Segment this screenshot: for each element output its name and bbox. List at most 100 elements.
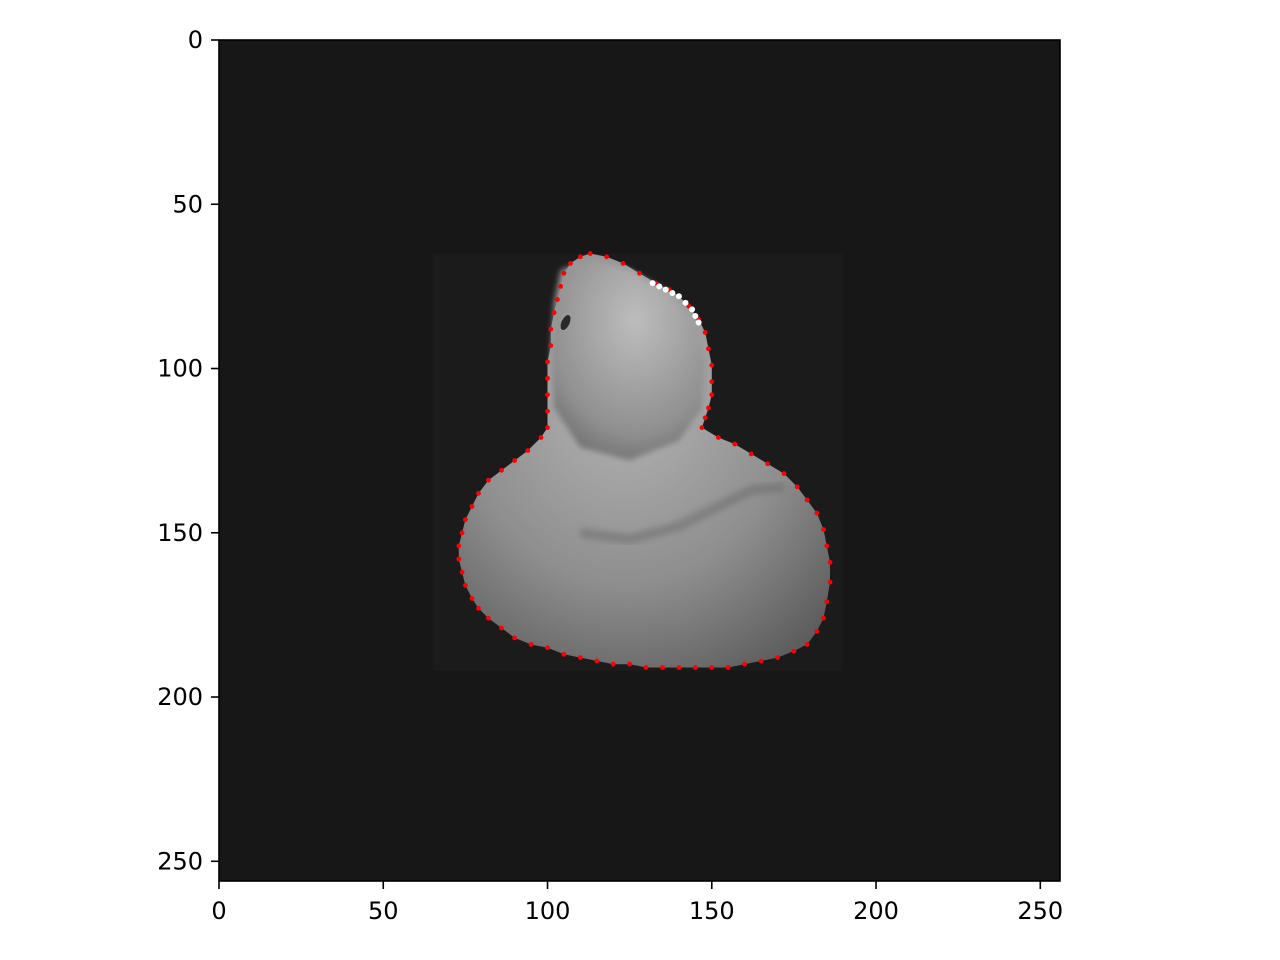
- contour-point: [545, 375, 550, 381]
- contour-point: [804, 642, 810, 647]
- contour-point: [821, 615, 826, 621]
- x-axis: 0 50 100 150 200 250: [211, 881, 1063, 925]
- contour-point: [545, 392, 550, 398]
- contour-point: [587, 251, 593, 256]
- y-tick-label: 250: [157, 847, 203, 875]
- contour-point: [551, 310, 557, 316]
- contour-point: [469, 504, 475, 509]
- contour-point: [512, 458, 518, 463]
- contour-point: [699, 425, 705, 431]
- y-tick-label: 0: [188, 26, 203, 54]
- contour-point: [548, 326, 554, 332]
- contour-point: [476, 605, 481, 611]
- x-tick-label: 250: [1017, 897, 1063, 925]
- contour-point: [706, 346, 711, 352]
- contour-point: [715, 435, 721, 440]
- contour-point: [594, 658, 600, 664]
- contour-point: [561, 651, 567, 657]
- contour-point: [709, 665, 715, 670]
- contour-point: [459, 569, 465, 575]
- contour-point: [545, 408, 550, 414]
- highlight-point: [656, 283, 663, 290]
- contour-point: [814, 628, 820, 634]
- contour-point: [643, 665, 649, 670]
- x-tick-label: 150: [689, 897, 735, 925]
- contour-point: [827, 579, 833, 585]
- contour-point: [485, 615, 491, 621]
- contour-point: [814, 510, 820, 516]
- x-tick-label: 100: [525, 897, 571, 925]
- contour-point: [709, 362, 715, 368]
- duck-eye: [560, 315, 571, 330]
- highlight-point: [692, 312, 699, 319]
- highlight-points: [649, 280, 702, 326]
- plot-frame: [218, 39, 1061, 882]
- contour-point: [545, 645, 550, 651]
- x-tick-label: 50: [368, 897, 399, 925]
- contour-point: [476, 490, 481, 496]
- contour-point: [459, 530, 465, 536]
- contour-point: [765, 461, 771, 467]
- contour-point: [610, 661, 616, 667]
- duck-head: [550, 260, 706, 461]
- contour-point: [827, 559, 833, 565]
- highlight-point: [649, 280, 656, 287]
- contour-point: [545, 359, 550, 365]
- y-tick-label: 100: [157, 355, 203, 383]
- contour-point: [791, 648, 797, 654]
- contour-point: [748, 451, 754, 457]
- contour-point: [456, 543, 462, 549]
- contour-point: [775, 655, 780, 661]
- highlight-point: [669, 289, 676, 296]
- x-tick-label: 200: [853, 897, 899, 925]
- contour-point: [558, 283, 564, 289]
- plot-area: [218, 39, 1061, 882]
- contour-point: [577, 254, 583, 260]
- contour-point: [676, 665, 682, 670]
- contour-point: [709, 379, 715, 385]
- contour-point: [709, 392, 715, 398]
- contour-point: [469, 596, 475, 601]
- contour-point: [528, 642, 534, 647]
- contour-point: [821, 527, 826, 532]
- highlight-point: [682, 299, 689, 306]
- contour-point: [577, 655, 583, 661]
- highlight-point: [695, 319, 702, 326]
- contour-point: [804, 497, 810, 503]
- contour-point: [604, 254, 610, 260]
- contour-point: [545, 425, 550, 431]
- contour-point: [637, 270, 642, 276]
- contour-point: [702, 329, 708, 335]
- highlight-point: [689, 306, 696, 313]
- contour-point: [706, 405, 711, 411]
- contour-point: [568, 260, 573, 266]
- contour-point: [462, 582, 468, 588]
- contour-point: [538, 435, 544, 440]
- wing-shadow: [579, 481, 785, 545]
- contour-point: [627, 661, 633, 667]
- y-tick-label: 50: [172, 190, 203, 218]
- contour-point: [794, 484, 800, 490]
- contour-point: [525, 448, 531, 454]
- contour-point: [758, 658, 764, 664]
- y-axis: 0 50 100 150 200 250: [157, 26, 219, 875]
- contour-point: [499, 625, 504, 631]
- contour-point: [561, 270, 567, 276]
- contour-point: [660, 665, 665, 670]
- contour-point: [732, 441, 738, 447]
- contour-point: [725, 665, 731, 670]
- duck-image: [432, 253, 844, 671]
- contour-point: [554, 297, 560, 302]
- contour-point: [824, 599, 830, 605]
- contour-point: [512, 635, 518, 641]
- contour-point: [485, 477, 491, 483]
- contour-point: [702, 415, 708, 421]
- contour-point: [742, 661, 748, 667]
- highlight-point: [675, 293, 682, 300]
- contour-point: [462, 517, 468, 523]
- contour-point: [548, 343, 554, 348]
- contour-point: [692, 665, 698, 670]
- contour-point: [824, 543, 830, 549]
- contour-point: [456, 556, 462, 562]
